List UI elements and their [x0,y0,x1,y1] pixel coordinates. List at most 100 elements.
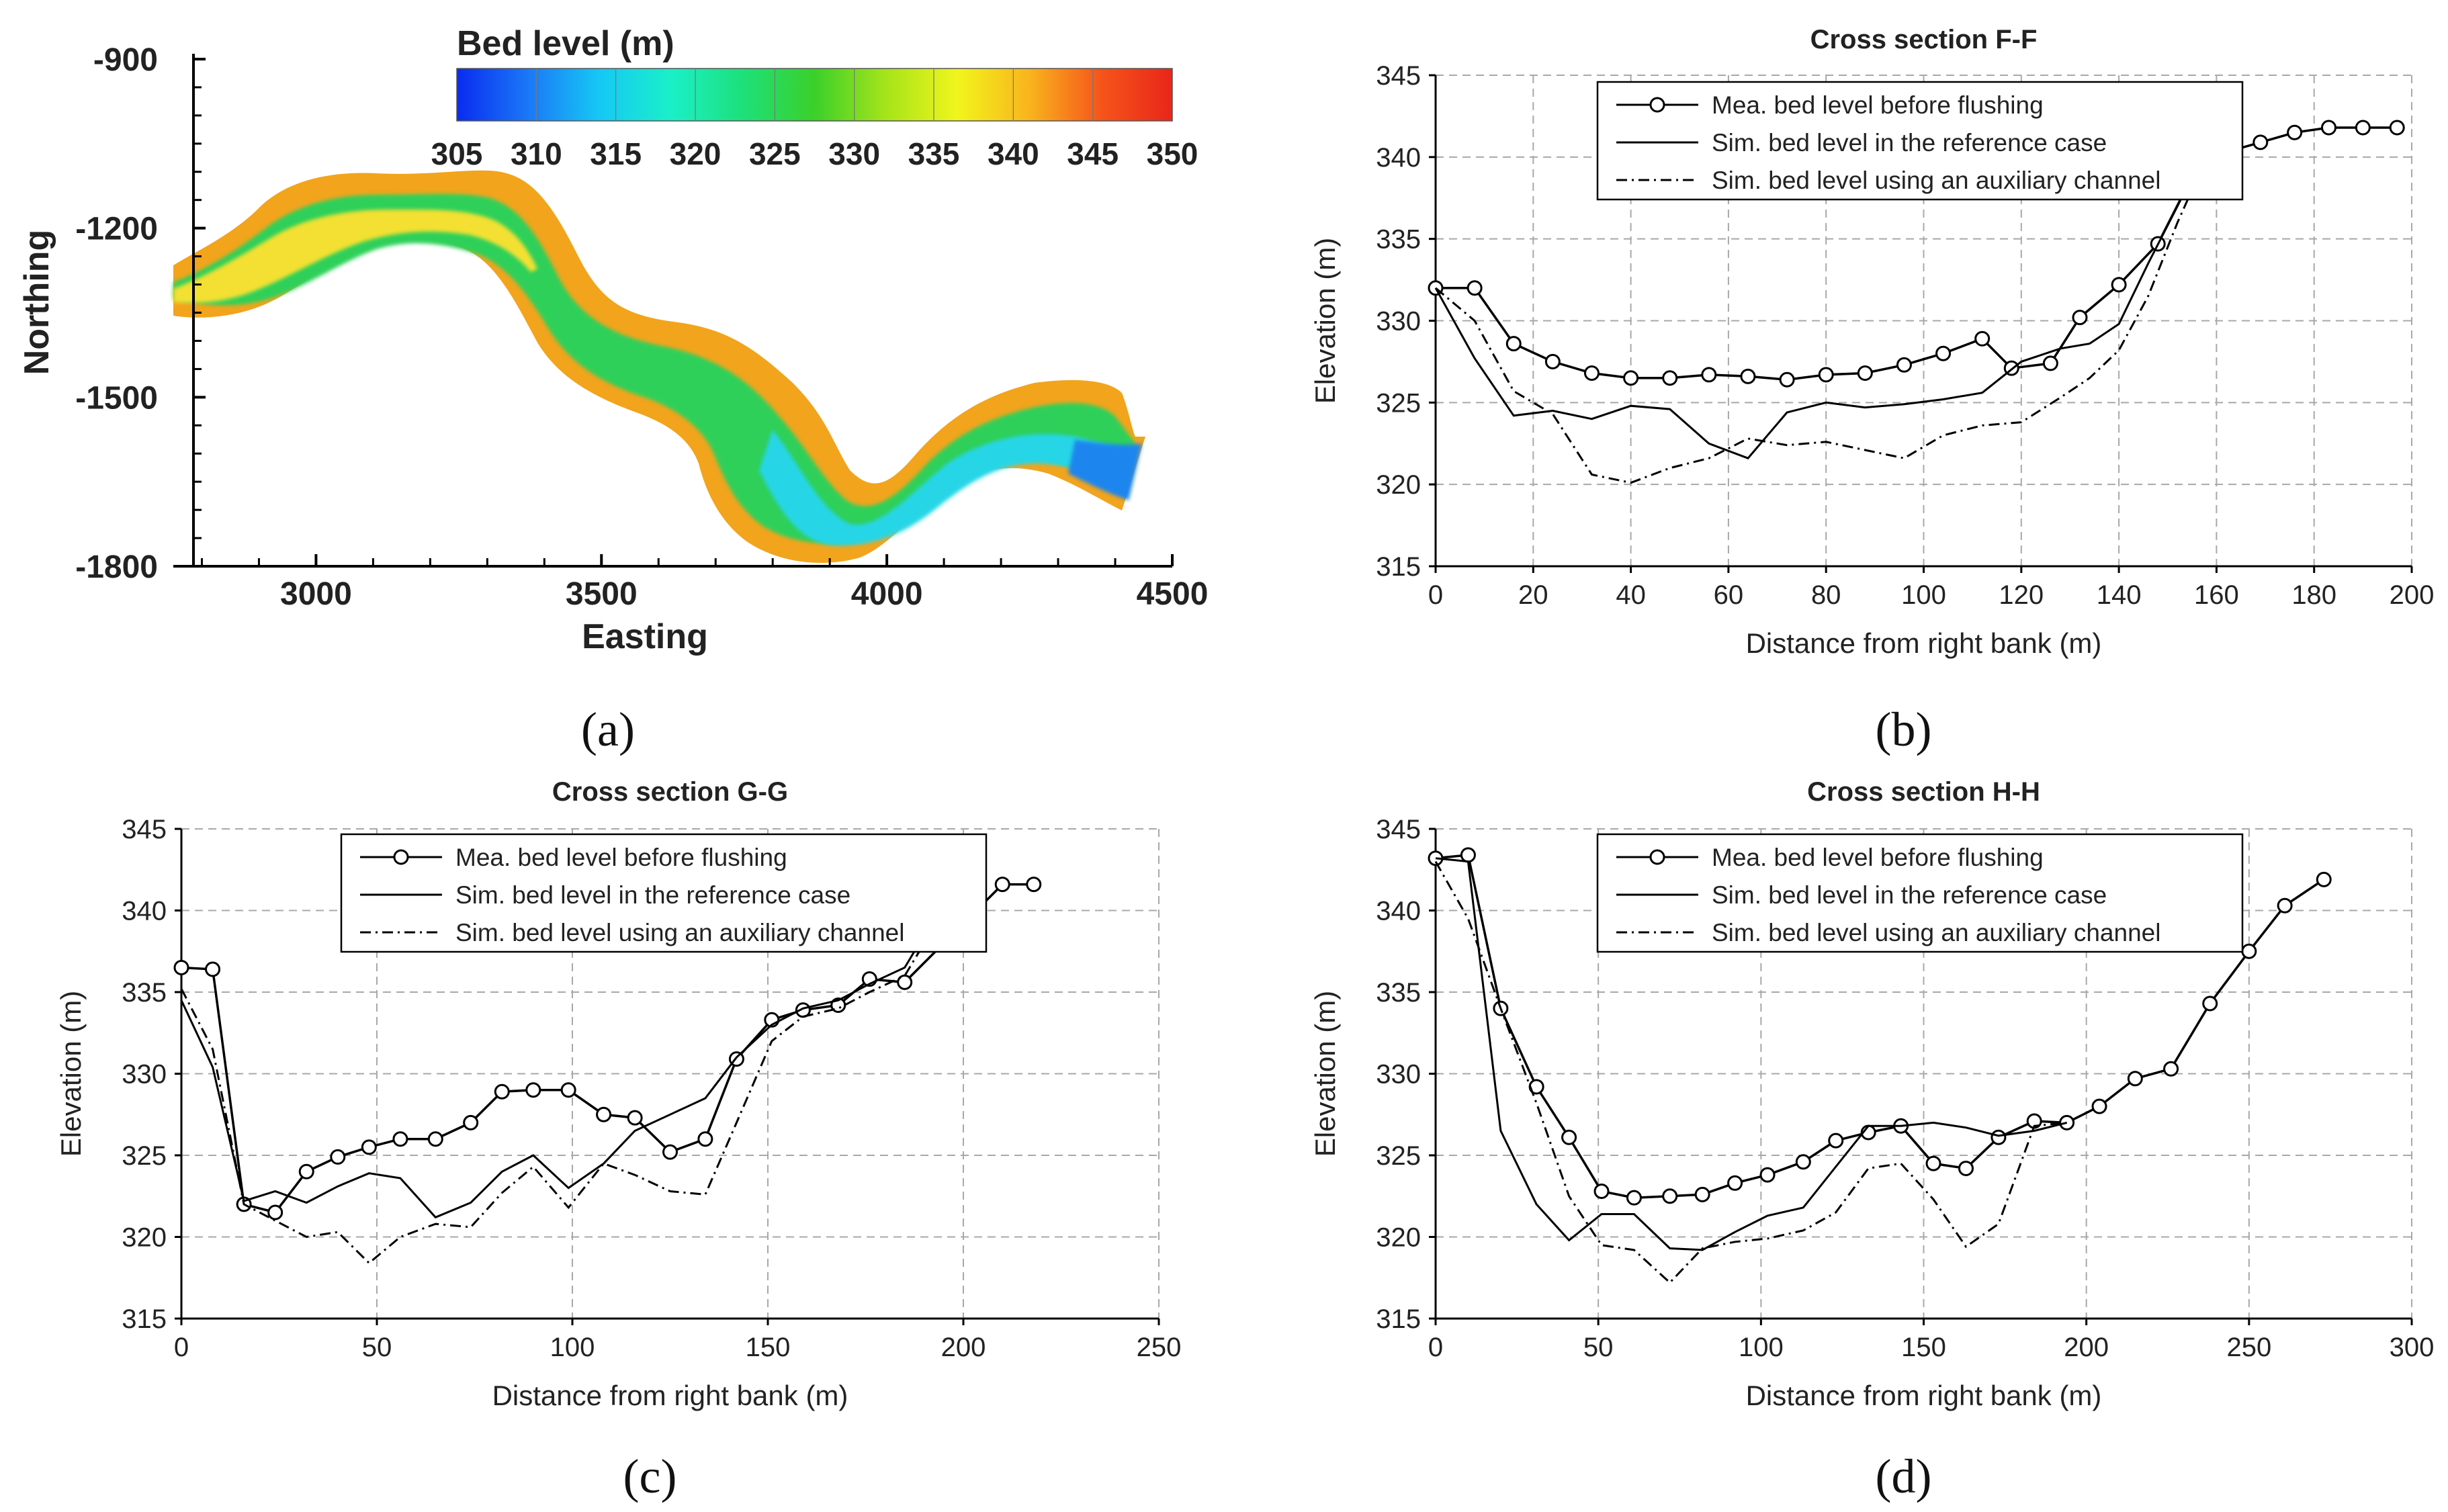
chart-title: Cross section G-G [552,777,788,807]
y-tick-label: 340 [1376,897,1421,926]
colorbar: Bed level (m) 305 310 315 320 325 330 335 340 34… [431,24,1198,171]
data-point [1857,365,1873,381]
x-tick-label: 300 [2390,1333,2435,1362]
x-tick-label: 20 [1518,580,1548,610]
y-tick-label: 315 [1376,552,1421,582]
map-x-label: Easting [582,617,708,656]
y-tick-label: 345 [1376,61,1421,91]
data-point [1935,345,1952,361]
river-yellow-upstream [173,209,537,303]
x-tick-label: 80 [1811,580,1841,610]
y-tick-label: 320 [1376,470,1421,500]
legend-marker [393,849,409,865]
x-tick-label: 200 [2064,1333,2109,1362]
legend-box [1596,81,2244,201]
series-line-solid [1435,857,2067,1251]
data-point [205,961,221,977]
y-tick-label: 340 [122,897,167,926]
x-axis-label: Distance from right bank (m) [492,1380,848,1411]
chart-title: Cross section H-H [1807,777,2040,807]
y-tick-label: 320 [122,1223,167,1253]
data-point [494,1083,510,1100]
data-point [463,1114,479,1130]
chart-cross-section-h-h: 0 50 100 150 200 250 300 315 320 325 330 335 340 345 C… [1309,777,2434,1503]
series-line-dashdot [1434,860,2067,1284]
x-tick-label: 200 [2390,580,2435,610]
data-point [2111,277,2127,293]
data-point [2072,310,2088,326]
legend-label: Sim. bed level using an auxiliary channe… [1712,167,2160,194]
x-tick-label: 50 [1583,1333,1614,1362]
colorbar-tick-label: 345 [1067,136,1119,171]
data-point [361,1139,377,1155]
x-tick-label: 120 [1999,580,2044,610]
x-tick-label: 160 [2194,580,2239,610]
x-tick-label: 50 [362,1333,392,1362]
map-x-tick-label: 4000 [851,576,923,612]
data-point [2389,120,2405,136]
series-line-solid [1434,157,2203,459]
data-point [1740,368,1756,384]
x-tick-label: 250 [1137,1333,1182,1362]
data-point [2163,1061,2179,1077]
map-y-tick-label: -900 [93,42,158,78]
legend-box [1596,833,2244,953]
data-point [1467,280,1483,296]
y-tick-label: 330 [122,1060,167,1089]
x-tick-label: 0 [1428,1333,1443,1362]
data-point [994,877,1010,893]
x-tick-label: 60 [1714,580,1744,610]
colorbar-tick-label: 320 [670,136,722,171]
data-point [392,1131,408,1147]
x-tick-label: 100 [1901,580,1946,610]
river-deep-thalweg [759,430,1135,546]
x-tick-label: 0 [1428,580,1443,610]
bed-level-map: Bed level (m) 305 310 315 320 325 330 335 340 34… [17,24,1208,756]
colorbar-tick-label: 335 [908,136,960,171]
legend-marker [1649,849,1665,865]
legend-label: Sim. bed level in the reference case [1712,881,2107,909]
data-point [1991,1129,2007,1145]
data-point [560,1082,576,1098]
data-point [2202,995,2218,1012]
y-tick-label: 340 [1376,143,1421,173]
series-line-dashdot [180,942,926,1265]
panel-label: (b) [1876,703,1932,756]
colorbar-tick-label: 325 [749,136,801,171]
data-point [627,1110,643,1126]
series-line-dashdot [1435,157,2208,484]
data-point [2059,1114,2075,1130]
x-axis-label: Distance from right bank (m) [1746,627,2102,659]
panel-label: (c) [623,1450,677,1503]
data-point [2127,1071,2143,1087]
y-tick-label: 345 [1376,815,1421,844]
series-line-solid [180,934,926,1219]
data-point [2287,124,2303,140]
y-axis-label: Elevation (m) [1309,991,1341,1157]
data-point [427,1131,443,1147]
legend-label: Sim. bed level using an auxiliary channe… [455,919,904,946]
y-tick-label: 330 [1376,307,1421,337]
data-point [2091,1098,2107,1114]
x-tick-label: 100 [550,1333,595,1362]
y-tick-label: 335 [122,978,167,1008]
data-point [1626,1190,1642,1206]
data-point [1958,1160,1974,1176]
colorbar-gradient [456,68,1173,122]
data-point [1662,370,1678,386]
colorbar-tick-label: 305 [431,136,483,171]
y-axis-label: Elevation (m) [1309,238,1341,404]
data-point [1623,370,1639,386]
legend-label: Sim. bed level using an auxiliary channe… [1712,919,2160,946]
data-point [173,960,189,976]
x-tick-label: 250 [2226,1333,2271,1362]
chart-title: Cross section F-F [1810,25,2038,54]
data-point [1759,1167,1776,1183]
map-ticks: 3000 3500 4000 4500 -900 -1200 -1500 -1800 [75,42,1208,612]
x-tick-label: 200 [941,1333,986,1362]
data-point [330,1149,346,1165]
y-tick-label: 335 [1376,225,1421,255]
river-channel-core [173,193,1135,543]
legend-label: Mea. bed level before flushing [1712,91,2044,119]
